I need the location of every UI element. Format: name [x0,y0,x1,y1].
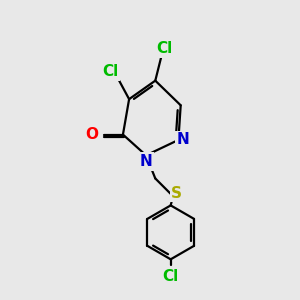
Text: N: N [177,132,189,147]
Text: Cl: Cl [163,269,179,284]
Text: Cl: Cl [103,64,119,79]
Text: S: S [171,186,182,201]
Text: O: O [86,127,99,142]
Text: Cl: Cl [156,41,173,56]
Text: N: N [140,154,152,169]
